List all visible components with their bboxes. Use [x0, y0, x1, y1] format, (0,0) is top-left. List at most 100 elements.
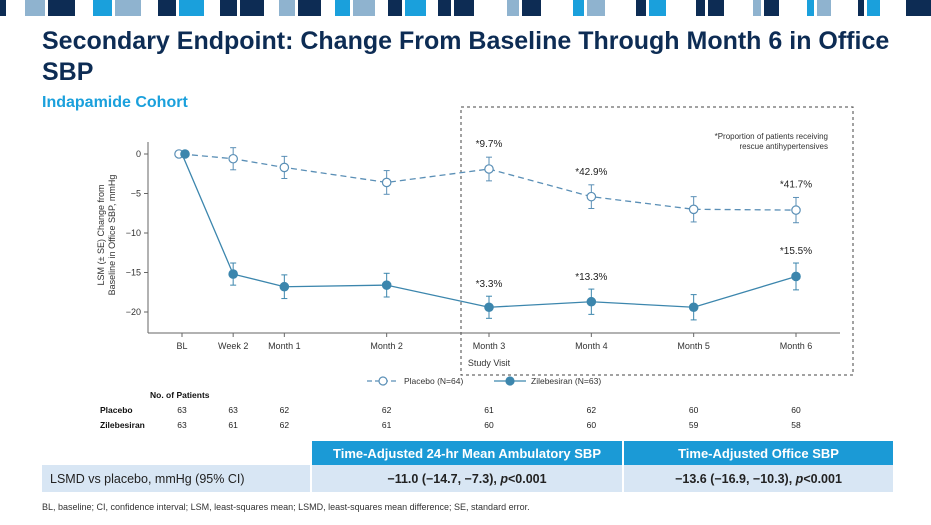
- x-axis-label: Study Visit: [468, 358, 511, 368]
- y-tick-label: −20: [126, 307, 141, 317]
- patients-count: 62: [280, 405, 290, 415]
- y-tick-label: −10: [126, 228, 141, 238]
- top-bar-block: [858, 0, 864, 16]
- data-point-zilebesiran: [586, 296, 597, 307]
- y-axis-label-line1: LSM (± SE) Change from: [96, 185, 106, 286]
- results-header-office: Time-Adjusted Office SBP: [622, 441, 893, 465]
- top-bar-block: [25, 0, 45, 16]
- data-point-zilebesiran: [180, 149, 190, 159]
- top-bar-block: [207, 0, 217, 16]
- top-bar-block: [817, 0, 831, 16]
- data-point-zilebesiran: [228, 269, 238, 279]
- top-bar-block: [834, 0, 855, 16]
- patients-heading: No. of Patients: [150, 390, 210, 400]
- ambulatory-p-value: <0.001: [507, 471, 547, 486]
- x-tick-label: Month 1: [268, 341, 301, 351]
- x-tick-label: Month 3: [473, 341, 506, 351]
- top-bar-pattern: [0, 0, 931, 16]
- footnote-annotation-line1: *Proportion of patients receiving: [715, 132, 828, 141]
- results-ambulatory-value: −11.0 (−14.7, −7.3), p<0.001: [310, 465, 623, 492]
- results-header-row: Time-Adjusted 24-hr Mean Ambulatory SBP …: [42, 441, 893, 465]
- top-bar-block: [782, 0, 804, 16]
- office-ci: −13.6 (−16.9, −10.3),: [675, 471, 796, 486]
- x-tick-label: Month 6: [780, 341, 813, 351]
- footnote: BL, baseline; CI, confidence interval; L…: [42, 502, 530, 512]
- legend-zilebesiran-label: Zilebesiran (N=63): [531, 376, 601, 386]
- top-bar-block: [324, 0, 332, 16]
- decorative-top-bar: [0, 0, 931, 16]
- top-bar-block: [608, 0, 633, 16]
- top-bar-block: [454, 0, 474, 16]
- patients-count: 60: [587, 420, 597, 430]
- series-line-placebo: [181, 153, 797, 211]
- data-point-placebo: [381, 177, 392, 188]
- top-bar-block: [48, 0, 75, 16]
- patients-count: 61: [484, 405, 494, 415]
- patients-count: 62: [382, 405, 392, 415]
- top-bar-block: [636, 0, 646, 16]
- patients-count: 60: [484, 420, 494, 430]
- placebo-rescue-label: *9.7%: [476, 139, 503, 150]
- footnote-annotation-line2: rescue antihypertensives: [740, 142, 829, 151]
- top-bar-block: [507, 0, 519, 16]
- top-bar-block: [267, 0, 276, 16]
- results-header-ambulatory: Time-Adjusted 24-hr Mean Ambulatory SBP: [310, 441, 623, 465]
- top-bar-block: [544, 0, 570, 16]
- patients-row-label: Placebo: [100, 405, 133, 415]
- placebo-rescue-label: *41.7%: [780, 179, 812, 190]
- data-point-placebo: [688, 204, 699, 215]
- office-p-label: p: [795, 471, 804, 486]
- top-bar-block: [158, 0, 176, 16]
- page-subtitle: Indapamide Cohort: [42, 94, 188, 111]
- y-axis-label-line2: Baseline in Office SBP, mmHg: [107, 175, 117, 296]
- data-point-zilebesiran: [484, 302, 494, 313]
- top-bar-block: [708, 0, 724, 16]
- y-tick-label: −15: [126, 268, 141, 278]
- legend-placebo-label: Placebo (N=64): [404, 376, 463, 386]
- x-tick-label: BL: [176, 341, 187, 351]
- top-bar-block: [883, 0, 903, 16]
- top-bar-block: [78, 0, 90, 16]
- top-bar-block: [764, 0, 779, 16]
- top-bar-block: [867, 0, 880, 16]
- top-bar-block: [0, 0, 6, 16]
- top-bar-block: [438, 0, 451, 16]
- patients-count: 63: [177, 405, 187, 415]
- top-bar-block: [587, 0, 605, 16]
- ambulatory-p-label: p: [500, 471, 508, 486]
- top-bar-block: [179, 0, 204, 16]
- legend-placebo-marker: [378, 376, 388, 386]
- results-data-row: LSMD vs placebo, mmHg (95% CI) −11.0 (−1…: [42, 465, 893, 492]
- x-tick-label: Week 2: [218, 341, 248, 351]
- page-title: Secondary Endpoint: Change From Baseline…: [42, 27, 890, 86]
- placebo-rescue-label: *42.9%: [575, 167, 607, 178]
- top-bar-block: [388, 0, 402, 16]
- office-p-value: <0.001: [803, 471, 842, 486]
- data-point-placebo: [484, 164, 494, 174]
- data-point-placebo: [586, 191, 597, 202]
- x-tick-label: Month 2: [370, 341, 403, 351]
- zilebesiran-rescue-label: *15.5%: [780, 246, 812, 257]
- top-bar-block: [405, 0, 426, 16]
- patients-count: 61: [228, 420, 238, 430]
- top-bar-block: [298, 0, 321, 16]
- zilebesiran-rescue-label: *3.3%: [476, 279, 503, 290]
- results-header-blank: [42, 441, 311, 465]
- data-point-zilebesiran: [791, 271, 801, 282]
- top-bar-block: [573, 0, 584, 16]
- zilebesiran-rescue-label: *13.3%: [575, 272, 607, 283]
- patients-count: 63: [228, 405, 238, 415]
- top-bar-block: [279, 0, 295, 16]
- top-bar-block: [807, 0, 814, 16]
- top-bar-block: [220, 0, 237, 16]
- top-bar-block: [335, 0, 350, 16]
- legend-zilebesiran-marker: [505, 376, 515, 386]
- x-tick-label: Month 4: [575, 341, 608, 351]
- data-point-placebo: [279, 162, 290, 173]
- top-bar-block: [429, 0, 435, 16]
- patients-count: 63: [177, 420, 187, 430]
- patients-count: 62: [280, 420, 290, 430]
- data-point-zilebesiran: [688, 302, 699, 313]
- results-row-label: LSMD vs placebo, mmHg (95% CI): [42, 465, 311, 492]
- top-bar-block: [477, 0, 504, 16]
